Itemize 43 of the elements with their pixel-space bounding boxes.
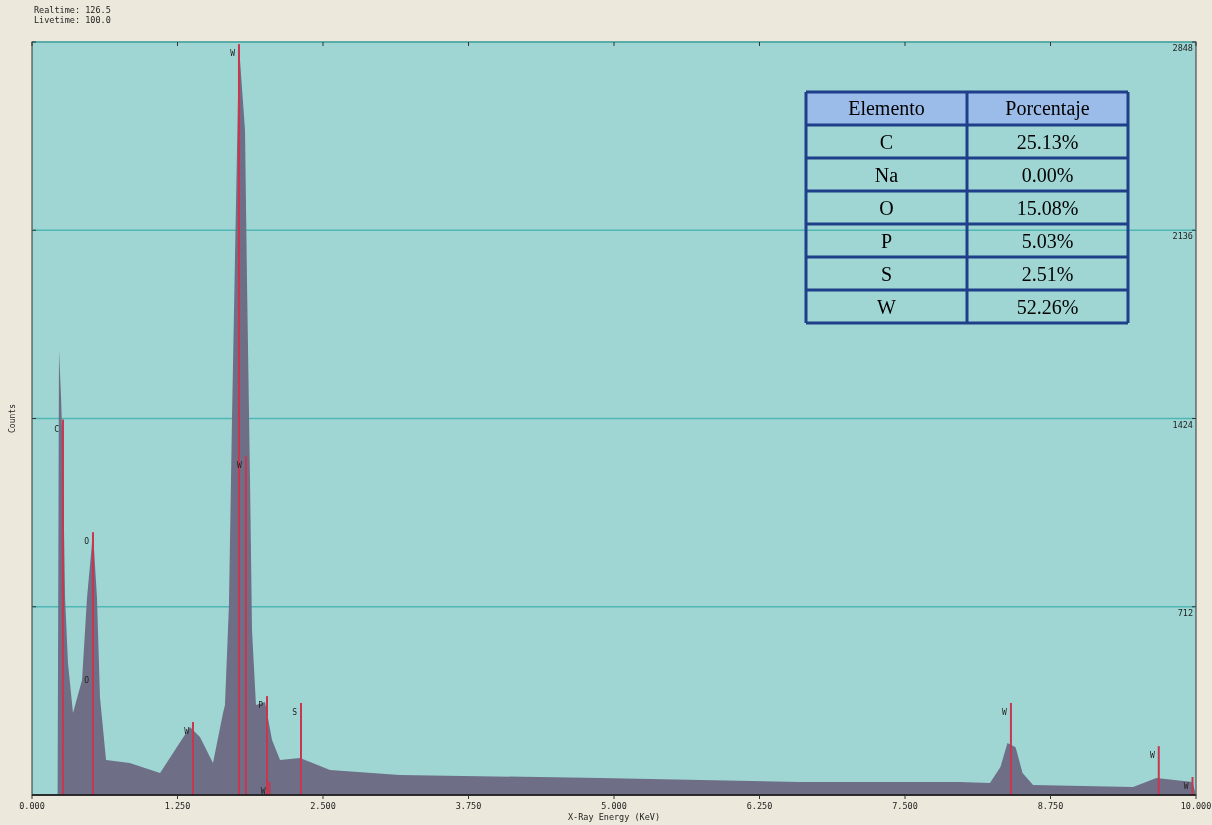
x-tick-label: 0.000 <box>19 801 45 811</box>
x-axis-title: X-Ray Energy (KeV) <box>567 812 661 822</box>
text: Realtime: 126.5 <box>34 5 111 15</box>
x-tick-label: 8.750 <box>1037 801 1064 811</box>
text: Livetime: 100.0 <box>34 15 111 25</box>
annotation: P <box>258 701 264 711</box>
annotation: W <box>1149 751 1155 761</box>
category-label: O <box>879 197 894 219</box>
category-label: P <box>880 230 893 252</box>
y-tick-label: 712 <box>1177 607 1193 618</box>
annotation: W <box>184 727 190 737</box>
y-tick-label: 1424 <box>1172 419 1193 430</box>
x-tick-label: 7.500 <box>892 801 918 811</box>
text: 0.00% <box>1021 164 1074 186</box>
x-tick-label: 10.000 <box>1180 801 1212 811</box>
x-tick-label: 1.250 <box>164 801 191 811</box>
category-label: S <box>880 263 893 285</box>
text: 25.13% <box>1016 131 1079 153</box>
category-label: W <box>877 296 897 318</box>
annotation: S <box>292 707 298 717</box>
annotation: O <box>84 675 90 685</box>
annotation: W <box>1183 782 1189 792</box>
annotation: W <box>1002 707 1008 717</box>
y-axis-title: Counts <box>8 403 17 433</box>
annotation: W <box>230 49 236 59</box>
annotation: W <box>237 461 243 471</box>
annotation: C <box>54 424 60 434</box>
y-tick-label: 2136 <box>1172 231 1193 242</box>
text: 52.26% <box>1016 296 1079 318</box>
category-label: C <box>879 131 894 153</box>
annotation: Elemento <box>848 97 925 119</box>
annotation: W <box>260 786 266 796</box>
text: 5.03% <box>1021 230 1074 252</box>
x-tick-label: 2.500 <box>310 801 336 811</box>
text: 15.08% <box>1016 197 1079 219</box>
x-tick-label: 3.750 <box>455 801 482 811</box>
annotation: O <box>84 537 90 547</box>
category-label: Na <box>874 164 899 186</box>
x-tick-label: 5.000 <box>601 801 627 811</box>
annotation: Porcentaje <box>1005 97 1090 120</box>
y-tick-label: 2848 <box>1172 43 1193 53</box>
text: 2.51% <box>1021 263 1074 285</box>
x-tick-label: 6.250 <box>746 801 773 811</box>
